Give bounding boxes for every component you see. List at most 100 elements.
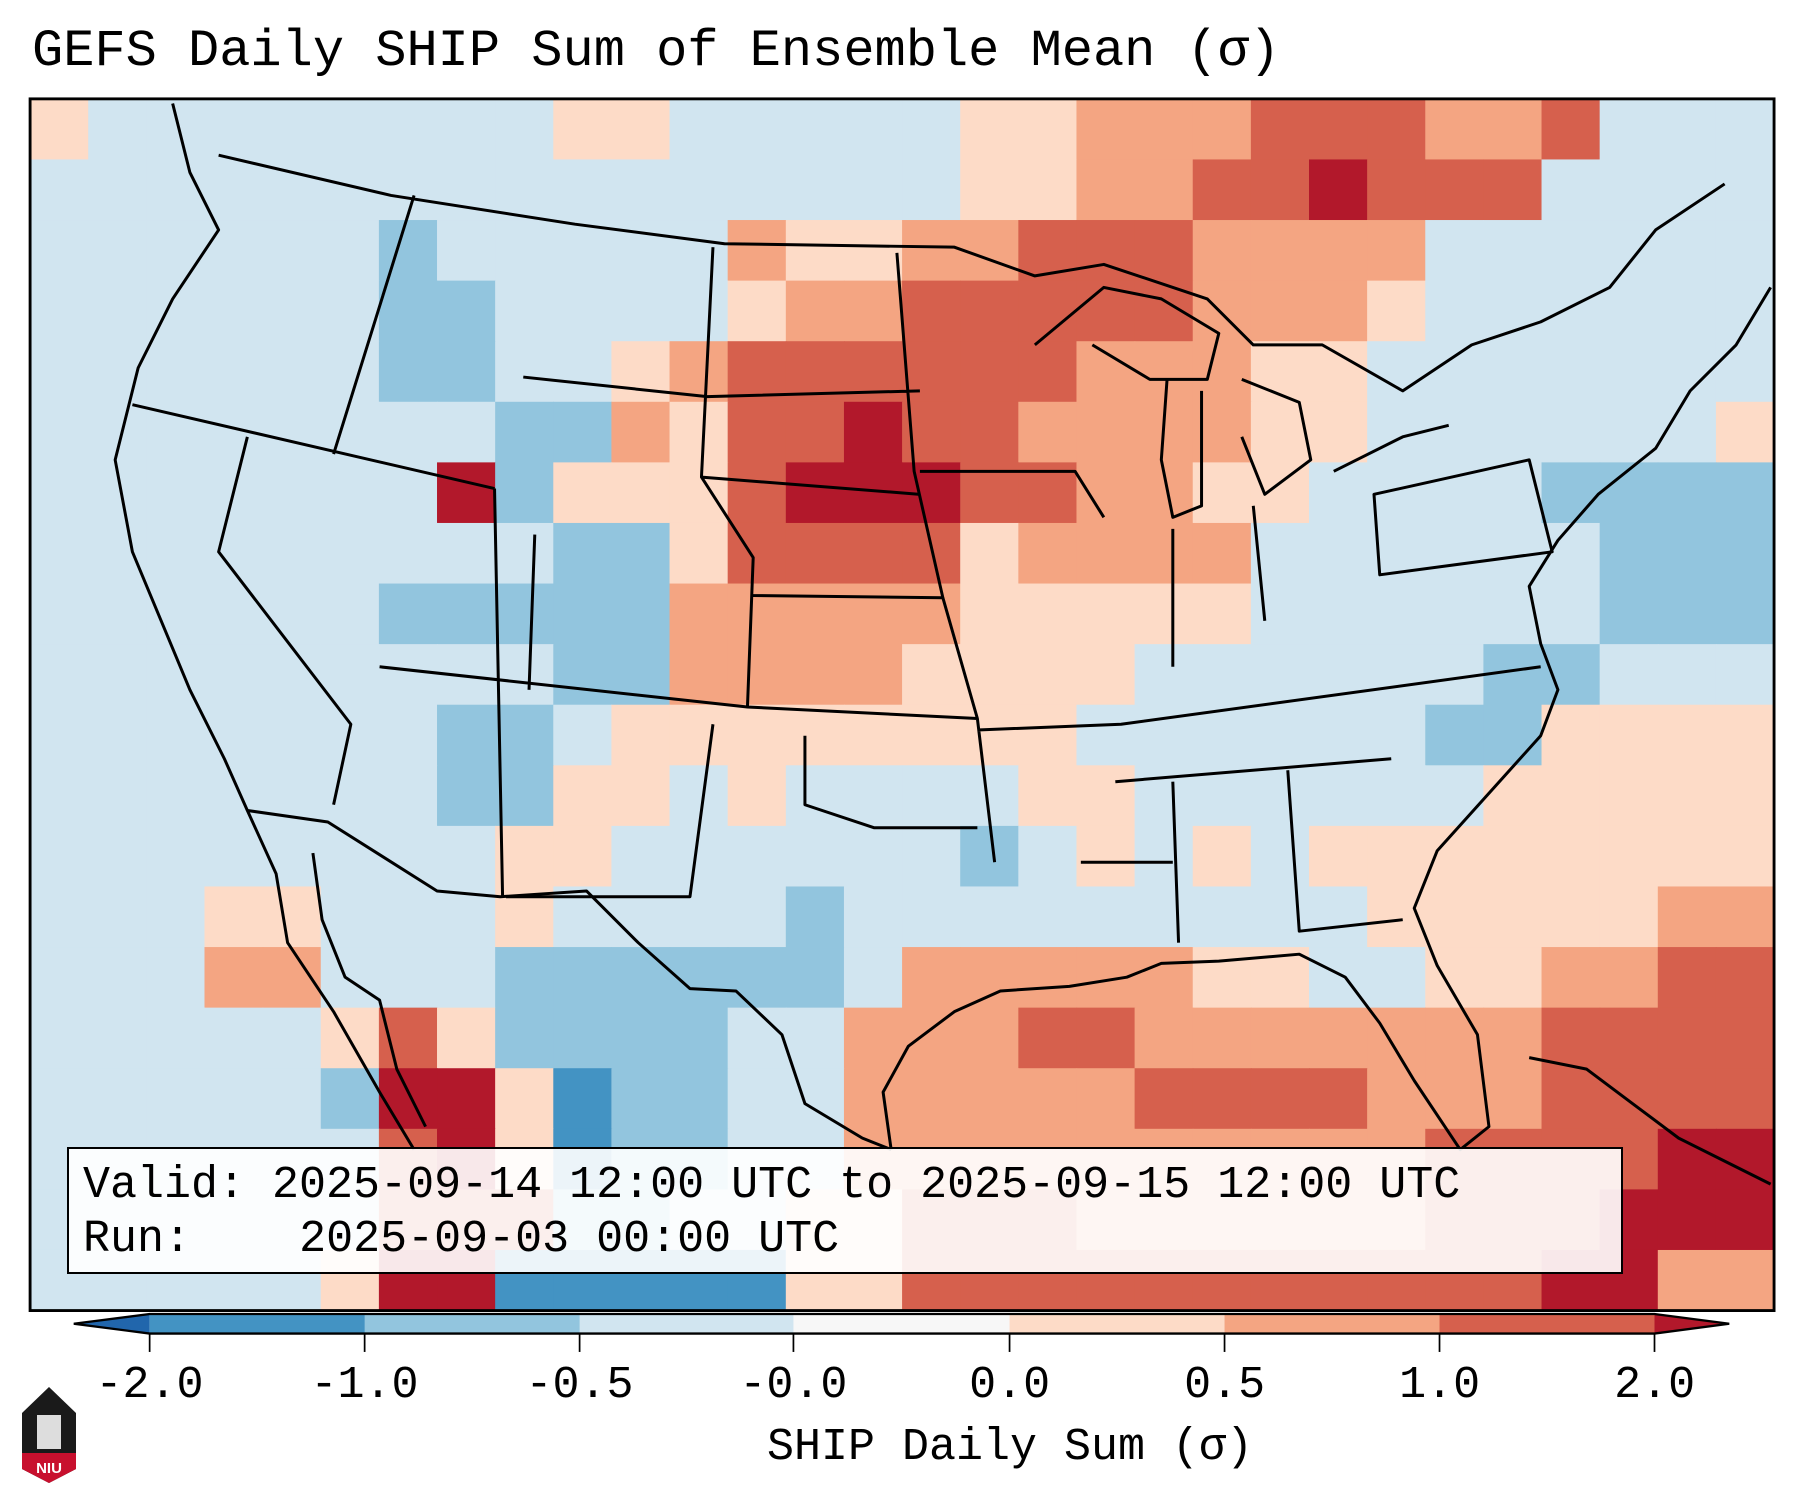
field-cell [1715, 765, 1775, 827]
field-cell [1192, 98, 1252, 161]
field-cell [495, 522, 554, 585]
field-cell [727, 825, 787, 888]
colorbar-bin [579, 1314, 795, 1334]
field-cell [1541, 462, 1601, 524]
colorbar [73, 1312, 1730, 1352]
field-cell [1367, 704, 1426, 766]
field-cell [262, 98, 322, 161]
field-cell [88, 1068, 148, 1130]
field-cell [30, 159, 89, 221]
field-cell [1599, 583, 1659, 645]
field-cell [960, 159, 1020, 221]
field-cell [669, 462, 729, 524]
field-cell [30, 280, 89, 342]
field-cell [611, 704, 671, 766]
field-cell [146, 947, 206, 1009]
field-cell [1599, 644, 1659, 706]
field-cell [669, 583, 729, 645]
field-cell [1250, 159, 1310, 221]
field-cell [437, 98, 496, 161]
field-cell [960, 341, 1020, 403]
field-cell [785, 947, 845, 1009]
field-cell [669, 704, 729, 766]
field-cell [1018, 583, 1078, 645]
field-cell [727, 462, 787, 524]
field-cell [1657, 583, 1717, 645]
field-cell [727, 644, 787, 706]
field-cell [960, 583, 1020, 645]
field-cell [843, 947, 903, 1009]
field-cell [1309, 159, 1368, 221]
field-cell [727, 98, 787, 161]
field-cell [611, 159, 671, 221]
field-cell [902, 825, 961, 888]
field-cell [1018, 401, 1078, 464]
field-cell [1657, 1068, 1717, 1130]
field-cell [785, 220, 845, 282]
field-cell [1657, 159, 1717, 221]
field-cell [1309, 522, 1368, 585]
field-cell [1367, 765, 1426, 827]
field-cell [88, 825, 148, 888]
field-cell [437, 583, 496, 645]
field-cell [1657, 1189, 1717, 1251]
field-cell [1076, 886, 1136, 948]
field-cell [1599, 704, 1659, 766]
field-cell [1541, 825, 1601, 888]
field-cell [1715, 341, 1775, 403]
field-cell [611, 401, 671, 464]
field-cell [1541, 886, 1601, 948]
field-cell [320, 947, 380, 1009]
field-cell [960, 1068, 1020, 1130]
field-cell [378, 1068, 438, 1130]
state-lines [132, 194, 1554, 943]
field-cell [1425, 522, 1485, 585]
field-cell [88, 765, 148, 827]
field-cell [204, 159, 264, 221]
field-cell [611, 1068, 671, 1130]
run-value: 2025-09-03 00:00 UTC [299, 1214, 840, 1265]
field-cell [204, 220, 264, 282]
field-cell [495, 704, 554, 766]
field-cell [960, 98, 1020, 161]
field-cell [88, 886, 148, 948]
field-cell [204, 583, 264, 645]
field-cell [1134, 522, 1194, 585]
field-cell [1192, 886, 1252, 948]
field-cell [30, 522, 89, 585]
field-cell [146, 704, 206, 766]
field-cell [611, 462, 671, 524]
field-cell [88, 280, 148, 342]
field-cell [553, 462, 613, 524]
field-cell [262, 220, 322, 282]
field-cell [30, 644, 89, 706]
field-cell [1018, 947, 1078, 1009]
field-cell [437, 401, 496, 464]
field-cell [437, 704, 496, 766]
field-cell [320, 765, 380, 827]
field-cell [1483, 341, 1543, 403]
field-cell [960, 1007, 1020, 1069]
field-cell [1018, 644, 1078, 706]
field-cell [495, 462, 554, 524]
field-cell [495, 1068, 554, 1130]
field-cell [1541, 98, 1601, 161]
field-cell [960, 401, 1020, 464]
field-cell [1483, 947, 1543, 1009]
field-cell [1541, 159, 1601, 221]
field-cell [727, 947, 787, 1009]
field-cell [30, 401, 89, 464]
field-cell [30, 1007, 89, 1069]
field-cell [437, 1007, 496, 1069]
field-cell [843, 401, 903, 464]
field-cell [902, 98, 961, 161]
field-cell [843, 1007, 903, 1069]
field-cell [1657, 341, 1717, 403]
field-cell [785, 644, 845, 706]
field-cell [1657, 401, 1717, 464]
field-cell [1715, 159, 1775, 221]
field-cell [30, 1068, 89, 1130]
field-cell [204, 98, 264, 161]
field-cell [902, 280, 961, 342]
